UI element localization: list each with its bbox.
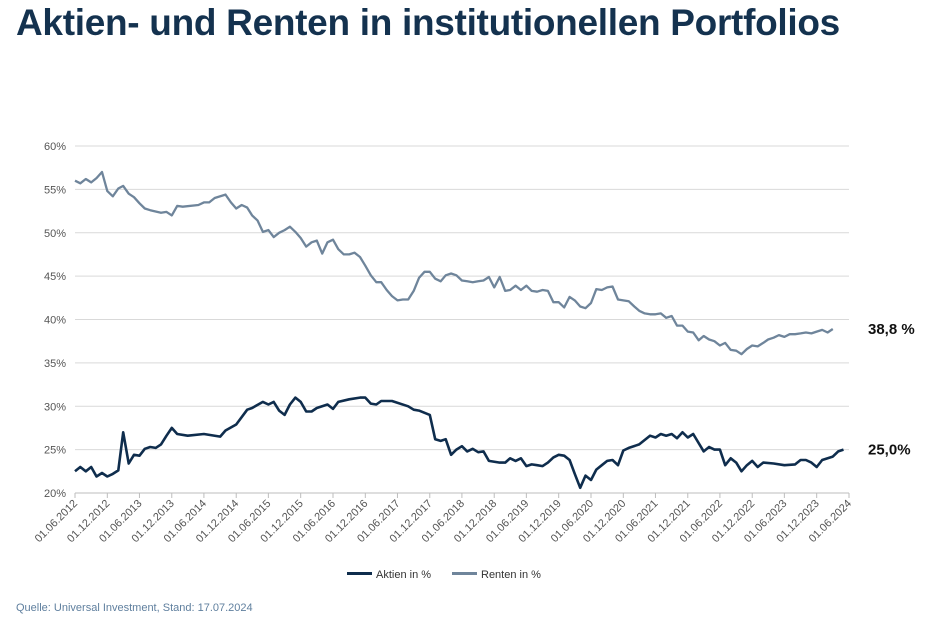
source-note: Quelle: Universal Investment, Stand: 17.… xyxy=(16,602,253,614)
y-tick-label: 25% xyxy=(44,445,66,457)
y-tick-label: 40% xyxy=(44,315,66,327)
y-tick-label: 55% xyxy=(44,184,66,196)
y-axis-ticks: 60% 55% 50% 45% 40% 35% 30% 25% 20% xyxy=(44,141,66,500)
y-tick-label: 50% xyxy=(44,228,66,240)
legend: Aktien in % Renten in % xyxy=(347,569,541,581)
end-label-aktien: 25,0% xyxy=(868,442,911,459)
end-labels: 25,0% 38,8 % xyxy=(868,321,915,459)
y-tick-label: 45% xyxy=(44,271,66,283)
legend-label: Aktien in % xyxy=(376,569,431,581)
legend-label: Renten in % xyxy=(481,569,541,581)
gridlines xyxy=(75,145,849,494)
series-lines xyxy=(74,170,844,490)
page-title: Aktien- und Renten in institutionellen P… xyxy=(16,2,840,43)
y-tick-label: 30% xyxy=(44,401,66,413)
end-label-renten: 38,8 % xyxy=(868,321,915,338)
series-line-aktien xyxy=(74,396,844,490)
x-axis: 01.06.201201.12.201201.06.201301.12.2013… xyxy=(33,493,854,545)
y-tick-label: 60% xyxy=(44,141,66,153)
y-tick-label: 20% xyxy=(44,488,66,500)
series-line-renten xyxy=(74,170,834,356)
y-tick-label: 35% xyxy=(44,358,66,370)
